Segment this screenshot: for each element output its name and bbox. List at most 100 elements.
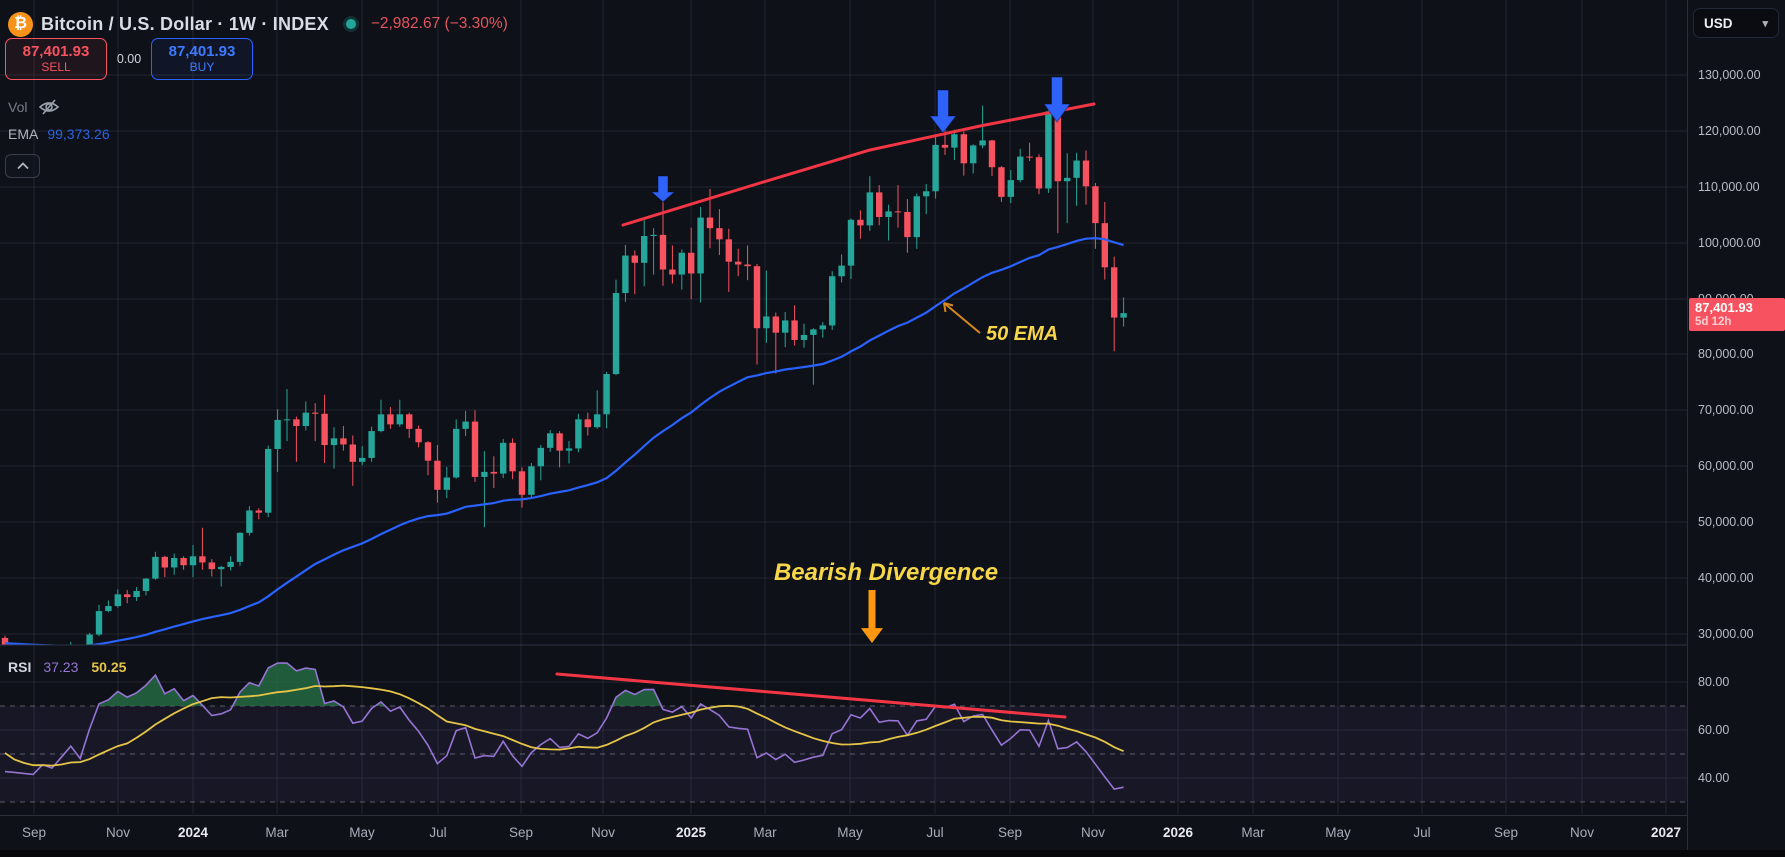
candle xyxy=(490,456,497,489)
bar-countdown: 5d 12h xyxy=(1695,315,1732,328)
ema-pointer-arrow[interactable] xyxy=(943,302,981,334)
time-axis-label: 2026 xyxy=(1162,825,1194,840)
ema-label: EMA xyxy=(8,126,39,142)
candle xyxy=(415,425,422,448)
candle xyxy=(171,553,178,575)
candle xyxy=(622,244,629,302)
candle xyxy=(330,427,338,469)
price-axis[interactable]: USD ▾ 130,000.00 120,000.00 110,000.00 100,… xyxy=(1687,0,1785,849)
candle xyxy=(49,648,55,656)
blue-down-arrow[interactable] xyxy=(650,175,676,203)
candle xyxy=(547,429,554,452)
ema-indicator-row: EMA 99,373.26 xyxy=(8,126,110,142)
candle xyxy=(443,466,450,499)
candle xyxy=(236,532,244,566)
rsi-ma-value: 50.25 xyxy=(91,659,127,675)
time-axis-label: Mar xyxy=(1241,825,1265,840)
candle xyxy=(481,451,488,528)
chevron-up-icon xyxy=(16,162,29,170)
candle xyxy=(349,435,356,486)
candle xyxy=(631,250,638,295)
candle xyxy=(124,589,131,604)
candle xyxy=(829,271,836,330)
order-panel: 87,401.93 SELL 0.00 87,401.93 BUY xyxy=(5,38,253,80)
time-axis-label: Sep xyxy=(1493,825,1519,840)
candle xyxy=(218,565,225,587)
candle xyxy=(753,263,761,365)
candle xyxy=(70,641,72,645)
rsi-trendline[interactable] xyxy=(555,672,1067,719)
buy-button[interactable]: 87,401.93 BUY xyxy=(151,38,253,80)
candle xyxy=(105,600,112,613)
time-axis-label: Nov xyxy=(1080,825,1106,840)
time-axis-label: Sep xyxy=(997,825,1023,840)
candle xyxy=(1073,152,1080,206)
blue-down-arrow[interactable] xyxy=(928,89,958,134)
candle xyxy=(857,210,864,239)
candle xyxy=(274,409,281,472)
candle xyxy=(368,426,375,462)
price-axis-label: 130,000.00 xyxy=(1698,68,1761,82)
time-axis-label: Mar xyxy=(265,825,289,840)
price-axis-label: 60.00 xyxy=(1698,723,1730,737)
candle xyxy=(1045,108,1052,193)
collapse-indicators-button[interactable] xyxy=(5,154,40,178)
sell-button[interactable]: 87,401.93 SELL xyxy=(5,38,107,80)
candle xyxy=(1101,201,1108,280)
candle xyxy=(1111,256,1118,352)
candle xyxy=(923,184,930,215)
price-trendline[interactable] xyxy=(621,102,1096,227)
price-axis-label: 40.00 xyxy=(1698,771,1730,785)
symbol-title[interactable]: Bitcoin / U.S. Dollar · 1W · INDEX xyxy=(41,13,329,34)
time-axis-label: 2027 xyxy=(1650,825,1682,840)
candle xyxy=(1007,170,1014,204)
time-axis-label: Jul xyxy=(926,825,944,840)
candle xyxy=(894,185,902,228)
candle xyxy=(847,218,855,280)
candle xyxy=(810,328,817,385)
ema-50-label[interactable]: 50 EMA xyxy=(986,323,1058,345)
time-axis-label: Sep xyxy=(21,825,47,840)
bearish-divergence-label[interactable]: Bearish Divergence xyxy=(774,559,998,586)
candle xyxy=(312,403,319,442)
price-axis-label: 60,000.00 xyxy=(1698,459,1754,473)
eye-slash-icon[interactable] xyxy=(37,97,61,117)
candle xyxy=(537,445,544,481)
candle xyxy=(133,587,140,602)
time-axis-label: Mar xyxy=(753,825,777,840)
volume-indicator-row: Vol xyxy=(8,97,61,117)
candle xyxy=(518,467,526,508)
candle xyxy=(659,196,667,286)
candle xyxy=(359,446,366,466)
candle xyxy=(23,644,25,645)
candle xyxy=(763,270,770,343)
time-axis-label: May xyxy=(837,825,863,840)
blue-down-arrow[interactable] xyxy=(1043,76,1071,123)
orange-down-arrow[interactable] xyxy=(861,590,883,643)
chart-header: ₿ Bitcoin / U.S. Dollar · 1W · INDEX −2,… xyxy=(8,8,508,40)
candle xyxy=(453,419,460,479)
candle xyxy=(603,371,610,429)
candle xyxy=(462,410,469,437)
market-status-icon[interactable] xyxy=(342,16,359,32)
candle xyxy=(678,249,685,290)
candle xyxy=(584,412,591,436)
rsi-ma-line[interactable] xyxy=(4,684,1124,767)
rsi-value: 37.23 xyxy=(43,659,79,675)
candle xyxy=(772,312,779,374)
candle xyxy=(396,399,403,427)
time-axis[interactable]: Sep Nov 2024 Mar May Jul Sep Nov 2025 Mar May Jul Se… xyxy=(0,815,1785,850)
candle xyxy=(970,144,977,174)
time-axis-label: 2025 xyxy=(675,825,707,840)
price-axis-label: 100,000.00 xyxy=(1698,236,1761,250)
candle xyxy=(688,227,695,300)
candle xyxy=(932,137,939,199)
candle xyxy=(866,176,873,231)
price-axis-label: 80.00 xyxy=(1698,675,1730,689)
time-axis-label: Jul xyxy=(429,825,447,840)
candle xyxy=(669,245,676,284)
ema-50-line[interactable] xyxy=(4,236,1124,646)
currency-selector[interactable]: USD ▾ xyxy=(1693,8,1779,38)
time-axis-label: 2024 xyxy=(177,825,209,840)
candle xyxy=(39,651,45,658)
